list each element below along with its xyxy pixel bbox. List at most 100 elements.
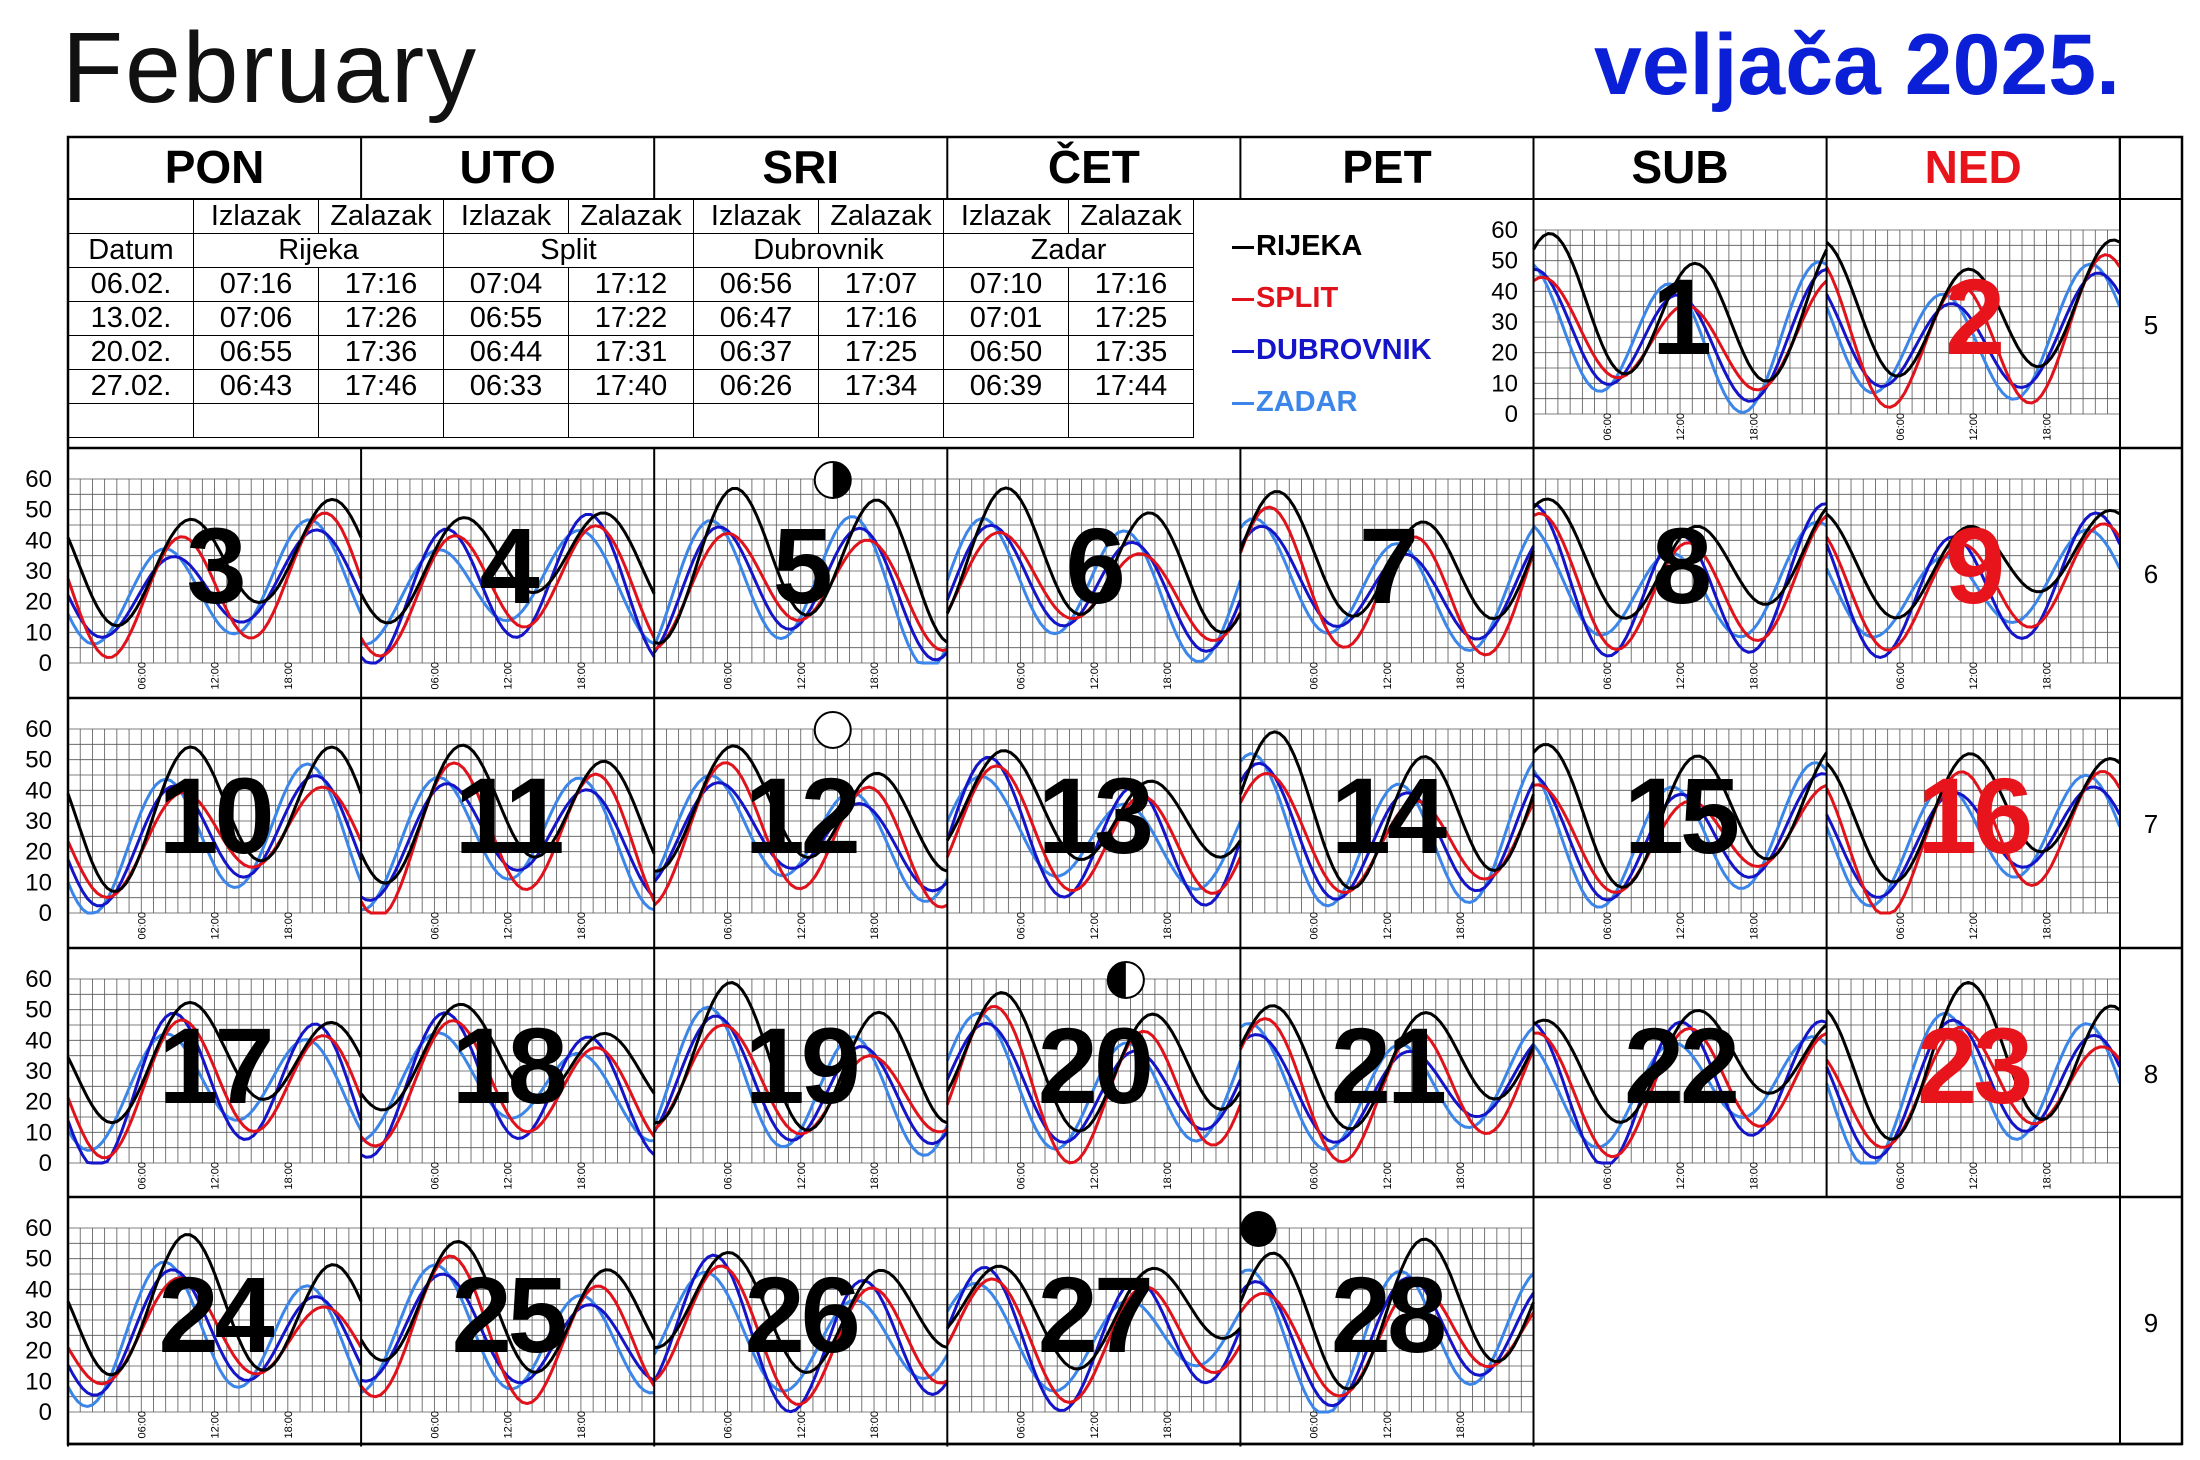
day-cell-grid: 06:00 12:00 18:00	[359, 978, 656, 1190]
time-tick-label: 06:00	[1602, 1162, 1614, 1190]
tide-curve-zadar	[945, 774, 1242, 891]
header-zalazak: Zalazak	[318, 199, 444, 234]
time-tick-label: 18:00	[1162, 912, 1174, 940]
tide-curve-dubrovnik	[1825, 785, 2122, 899]
cell-time: 06:37	[693, 335, 819, 370]
cell-time: 17:26	[318, 301, 444, 336]
y-tick-label: 10	[25, 1368, 52, 1395]
tide-curve-split	[66, 785, 363, 900]
cell-time: 17:25	[1068, 301, 1194, 336]
day-number: 5	[773, 505, 831, 626]
y-tick-label: 20	[25, 1089, 52, 1116]
cell-time: 17:16	[318, 267, 444, 302]
day-cell-grid: 06:00 12:00 18:00	[652, 1227, 949, 1439]
moon-phase-icon	[813, 711, 852, 749]
time-tick-label: 06:00	[722, 912, 734, 940]
time-tick-label: 18:00	[2041, 1162, 2053, 1190]
tide-curve-dubrovnik	[360, 1272, 655, 1385]
y-tick-label: 30	[1491, 309, 1518, 336]
time-tick-label: 06:00	[1016, 912, 1028, 940]
time-tick-label: 06:00	[429, 662, 441, 690]
tide-curve-zadar	[1532, 260, 1828, 415]
tide-curve-zadar	[652, 1270, 949, 1393]
cell-time: 17:16	[1068, 267, 1194, 302]
time-tick-label: 18:00	[1748, 1162, 1760, 1190]
tide-curve-zadar	[652, 515, 949, 665]
tide-curve-dubrovnik	[1825, 511, 2122, 660]
tide-curve-split	[1532, 511, 1828, 652]
cell-time: 06:44	[443, 335, 569, 370]
time-tick-label: 18:00	[1162, 662, 1174, 690]
tide-curve-rijeka	[945, 990, 1242, 1133]
y-tick-label: 30	[25, 808, 52, 835]
tide-curve-rijeka	[1532, 743, 1828, 889]
day-number: 15	[1624, 755, 1738, 876]
tide-curve-split	[945, 764, 1242, 895]
time-tick-label: 06:00	[1016, 1411, 1028, 1439]
weekday-pon: PON	[165, 141, 265, 193]
day-cell-grid: 06:00 12:00 18:00	[1825, 978, 2122, 1190]
tide-curve-split	[359, 761, 656, 915]
cell-time: 06:39	[943, 369, 1069, 404]
cell-time: 17:34	[818, 369, 944, 404]
tide-curve-zadar	[360, 1031, 655, 1143]
tide-curve-split	[1825, 770, 2121, 915]
time-tick-label: 06:00	[429, 1162, 441, 1190]
tide-curve-zadar	[1825, 773, 2122, 908]
weekday-ned: NED	[1925, 141, 2022, 193]
tide-curve-dubrovnik	[1239, 524, 1535, 641]
tide-curve-zadar	[652, 1005, 949, 1157]
day-number: 10	[158, 755, 270, 876]
time-tick-label: 12:00	[1382, 1162, 1394, 1190]
cell-time: 06:43	[193, 369, 319, 404]
header-izlazak: Izlazak	[193, 199, 319, 234]
tide-curve-rijeka	[946, 749, 1242, 862]
moon-shaded-half	[1107, 962, 1126, 998]
time-tick-label: 06:00	[136, 912, 148, 940]
time-tick-label: 12:00	[210, 1411, 222, 1439]
tide-curve-rijeka	[1238, 730, 1535, 891]
time-tick-label: 12:00	[1968, 413, 1980, 441]
y-tick-label: 60	[25, 966, 52, 993]
tide-curve-dubrovnik	[945, 523, 1242, 653]
y-tick-label: 40	[25, 1027, 52, 1054]
time-tick-label: 18:00	[283, 662, 295, 690]
y-tick-label: 30	[25, 1058, 52, 1085]
header-izlazak: Izlazak	[443, 199, 569, 234]
time-tick-label: 18:00	[1455, 912, 1467, 940]
day-number: 18	[452, 1005, 565, 1126]
weekday-uto: UTO	[460, 141, 556, 193]
city-dubrovnik: Dubrovnik	[693, 233, 944, 268]
y-tick-label: 40	[25, 527, 52, 554]
tide-curve-rijeka	[1239, 1004, 1535, 1131]
time-tick-label: 18:00	[869, 662, 881, 690]
title-english: February	[62, 12, 479, 124]
legend-item-rijeka: RIJEKA	[1232, 228, 1432, 280]
header-izlazak: Izlazak	[693, 199, 819, 234]
tide-curve-rijeka	[359, 1002, 656, 1112]
time-tick-label: 18:00	[869, 1411, 881, 1439]
day-number: 6	[1066, 505, 1123, 626]
time-tick-label: 06:00	[722, 662, 734, 690]
cell-time: 07:10	[943, 267, 1069, 302]
day-number: 24	[158, 1254, 274, 1375]
time-tick-label: 18:00	[2041, 662, 2053, 690]
day-number: 23	[1917, 1005, 2030, 1126]
legend-item-zadar: ZADAR	[1232, 384, 1432, 436]
cell-time: 06:56	[693, 267, 819, 302]
day-cell-grid: 06:00 12:00 18:00	[1239, 978, 1535, 1190]
day-number: 7	[1359, 505, 1415, 626]
cell-time: 06:47	[693, 301, 819, 336]
time-tick-label: 06:00	[1895, 662, 1907, 690]
time-tick-label: 06:00	[136, 1162, 148, 1190]
cell-time: 06:33	[443, 369, 569, 404]
day-number: 19	[745, 1005, 858, 1126]
day-number: 26	[745, 1254, 858, 1375]
day-number: 28	[1331, 1254, 1444, 1375]
tide-curve-split	[653, 1023, 948, 1136]
time-tick-label: 12:00	[210, 1162, 222, 1190]
cell-time: 17:16	[818, 301, 944, 336]
cell-time: 17:22	[568, 301, 694, 336]
time-tick-label: 12:00	[1675, 1162, 1687, 1190]
header-zalazak: Zalazak	[1068, 199, 1194, 234]
